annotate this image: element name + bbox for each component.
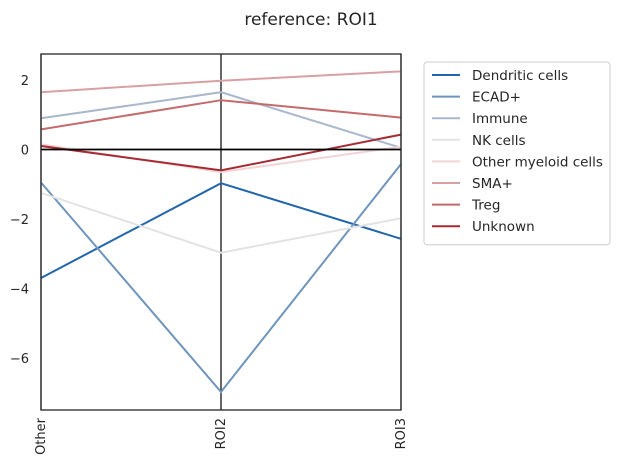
- y-tick-label: −6: [10, 352, 29, 367]
- legend-entry-label: Treg: [471, 198, 500, 214]
- series-line-treg: [40, 99, 402, 131]
- series-line-immune: [40, 91, 402, 149]
- legend-entry-label: NK cells: [472, 133, 526, 149]
- legend-entry-label: Immune: [472, 111, 528, 127]
- series-line-unknown: [40, 133, 402, 172]
- series-line-ecad-: [40, 163, 402, 394]
- y-tick-label: 2: [21, 74, 29, 89]
- chart-title: reference: ROI1: [244, 10, 377, 30]
- y-tick-label: −2: [10, 213, 29, 228]
- series-line-dendritic-cells: [40, 182, 402, 279]
- plot-frame: [40, 53, 402, 411]
- legend: Dendritic cells ECAD+ Immune NK cells Other …: [423, 61, 611, 246]
- plot-area: 2 0 −2 −4 −6 Other ROI2 ROI3: [10, 53, 409, 455]
- x-tick-label: ROI2: [214, 418, 229, 449]
- legend-entry-label: Other myeloid cells: [472, 154, 603, 170]
- x-tick-label: ROI3: [394, 418, 409, 449]
- legend-box: [423, 61, 611, 246]
- legend-entry-label: ECAD+: [472, 90, 521, 106]
- series-line-nk-cells: [40, 191, 402, 254]
- x-tick-label: Other: [34, 417, 49, 455]
- legend-entry-label: SMA+: [472, 176, 513, 192]
- legend-entry-label: Dendritic cells: [472, 68, 568, 84]
- series-line-sma-: [40, 70, 402, 94]
- y-tick-label: 0: [21, 144, 29, 159]
- legend-entry-label: Unknown: [472, 219, 535, 235]
- y-tick-label: −4: [10, 282, 29, 297]
